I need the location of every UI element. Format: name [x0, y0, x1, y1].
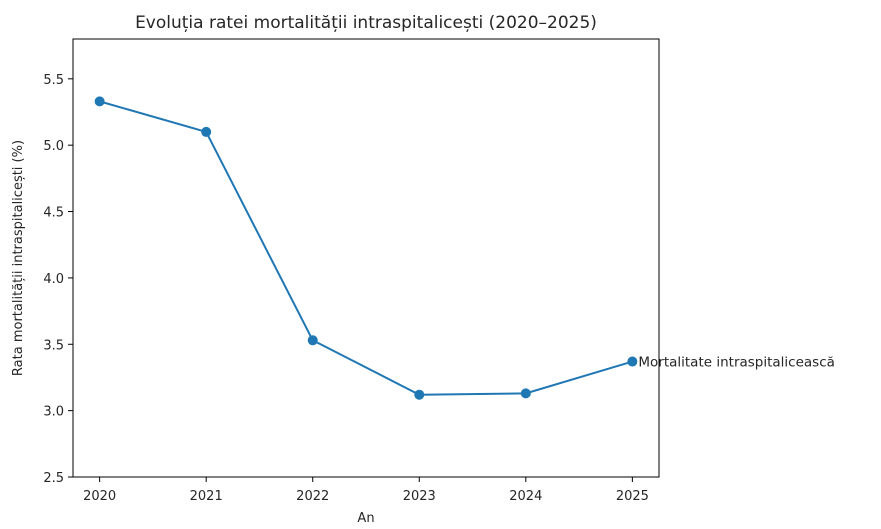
- x-axis-label: An: [357, 511, 374, 524]
- annotation-layer: Mortalitate intraspitalicească: [638, 355, 835, 371]
- x-tick-label: 2023: [403, 489, 436, 504]
- y-axis-label: Rata mortalității intraspitalicești (%): [11, 140, 26, 376]
- y-tick-label: 3.0: [43, 405, 64, 420]
- series-layer: [94, 96, 638, 400]
- data-point-2020: [94, 96, 105, 107]
- data-point-2021: [201, 126, 212, 137]
- y-tick-label: 3.5: [43, 338, 64, 353]
- plot-area-border: [72, 38, 660, 478]
- y-axis-ticks: 2.5 3.0 3.5 4.0 4.5 5.0 5.5: [43, 73, 73, 486]
- chart-title: Evoluția ratei mortalității intraspitali…: [135, 13, 597, 33]
- data-point-2023: [414, 389, 425, 400]
- x-axis-ticks: 2020 2021 2022 2023 2024 2025: [83, 477, 649, 504]
- data-point-2022: [307, 335, 318, 346]
- y-tick-label: 5.0: [43, 139, 64, 154]
- series-line: [99, 100, 633, 396]
- x-tick-label: 2024: [509, 489, 542, 504]
- plot-frame: [72, 38, 660, 478]
- y-tick-label: 4.0: [43, 272, 64, 287]
- y-tick-label: 4.5: [43, 206, 64, 221]
- x-tick-label: 2025: [616, 489, 649, 504]
- x-tick-label: 2021: [190, 489, 223, 504]
- x-tick-label: 2022: [296, 489, 329, 504]
- y-tick-label: 5.5: [43, 73, 64, 88]
- series-annotation: Mortalitate intraspitalicească: [638, 355, 835, 371]
- data-point-2024: [520, 388, 531, 399]
- x-tick-label: 2020: [83, 489, 116, 504]
- y-tick-label: 2.5: [43, 471, 64, 486]
- data-point-2025: [627, 356, 638, 367]
